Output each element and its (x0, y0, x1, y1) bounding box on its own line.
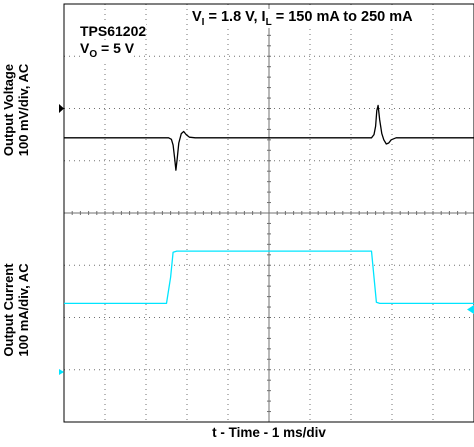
current-axis-label: Output Current 100 mA/div, AC (1, 250, 31, 370)
vo-annotation: VO = 5 V (80, 40, 135, 60)
x-axis-label: t - Time - 1 ms/div (212, 425, 326, 440)
voltage-axis-label-line2: 100 mV/div, AC (16, 63, 31, 157)
voltage-axis-label-line1: Output Voltage (1, 63, 16, 157)
conditions-annotation: VI = 1.8 V, IL = 150 mA to 250 mA (192, 9, 413, 28)
voltage-trace (64, 104, 474, 171)
current-axis-label-line1: Output Current (1, 263, 16, 357)
current-trace (64, 250, 474, 305)
ch1-level-marker (59, 104, 64, 113)
plot-frame (63, 3, 474, 423)
device-label: TPS61202 (80, 23, 147, 39)
device-annotation: TPS61202 (80, 23, 147, 39)
voltage-axis-label: Output Voltage 100 mV/div, AC (1, 50, 31, 170)
grid (63, 3, 474, 423)
current-axis-label-line2: 100 mA/div, AC (16, 263, 31, 357)
ch2-offset-marker (59, 369, 64, 375)
ch2-trigger-marker (467, 305, 474, 314)
